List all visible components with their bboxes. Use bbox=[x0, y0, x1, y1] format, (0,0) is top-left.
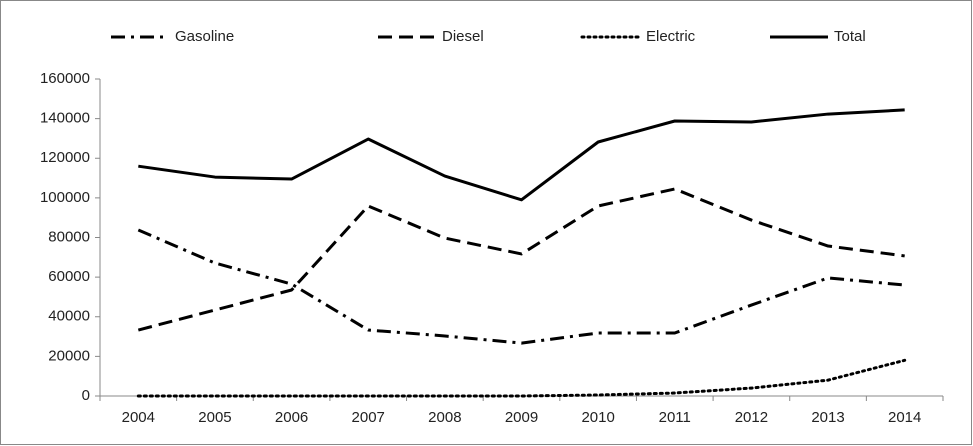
x-tick-label: 2012 bbox=[735, 409, 768, 426]
legend-label: Total bbox=[834, 28, 866, 45]
legend-label: Electric bbox=[646, 28, 696, 45]
x-tick-label: 2009 bbox=[505, 409, 538, 426]
x-tick-label: 2006 bbox=[275, 409, 308, 426]
y-tick-label: 0 bbox=[82, 387, 90, 404]
y-tick-label: 20000 bbox=[48, 347, 90, 364]
y-tick-label: 40000 bbox=[48, 308, 90, 325]
series-line bbox=[138, 108, 905, 202]
series-line bbox=[137, 228, 905, 345]
legend-label: Gasoline bbox=[175, 28, 234, 45]
y-tick-label: 60000 bbox=[48, 268, 90, 285]
x-tick-label: 2010 bbox=[581, 409, 614, 426]
x-tick-label: 2008 bbox=[428, 409, 461, 426]
series-line bbox=[137, 187, 905, 332]
x-tick-label: 2005 bbox=[198, 409, 231, 426]
y-tick-label: 160000 bbox=[40, 70, 90, 87]
x-tick-label: 2004 bbox=[122, 409, 155, 426]
y-tick-label: 80000 bbox=[48, 228, 90, 245]
y-tick-label: 100000 bbox=[40, 189, 90, 206]
series-line bbox=[136, 358, 907, 398]
legend-label: Diesel bbox=[442, 28, 484, 45]
y-tick-label: 140000 bbox=[40, 110, 90, 127]
x-tick-label: 2011 bbox=[659, 409, 691, 426]
x-tick-label: 2007 bbox=[352, 409, 385, 426]
x-tick-label: 2014 bbox=[888, 409, 921, 426]
x-tick-label: 2013 bbox=[811, 409, 844, 426]
y-tick-label: 120000 bbox=[40, 149, 90, 166]
